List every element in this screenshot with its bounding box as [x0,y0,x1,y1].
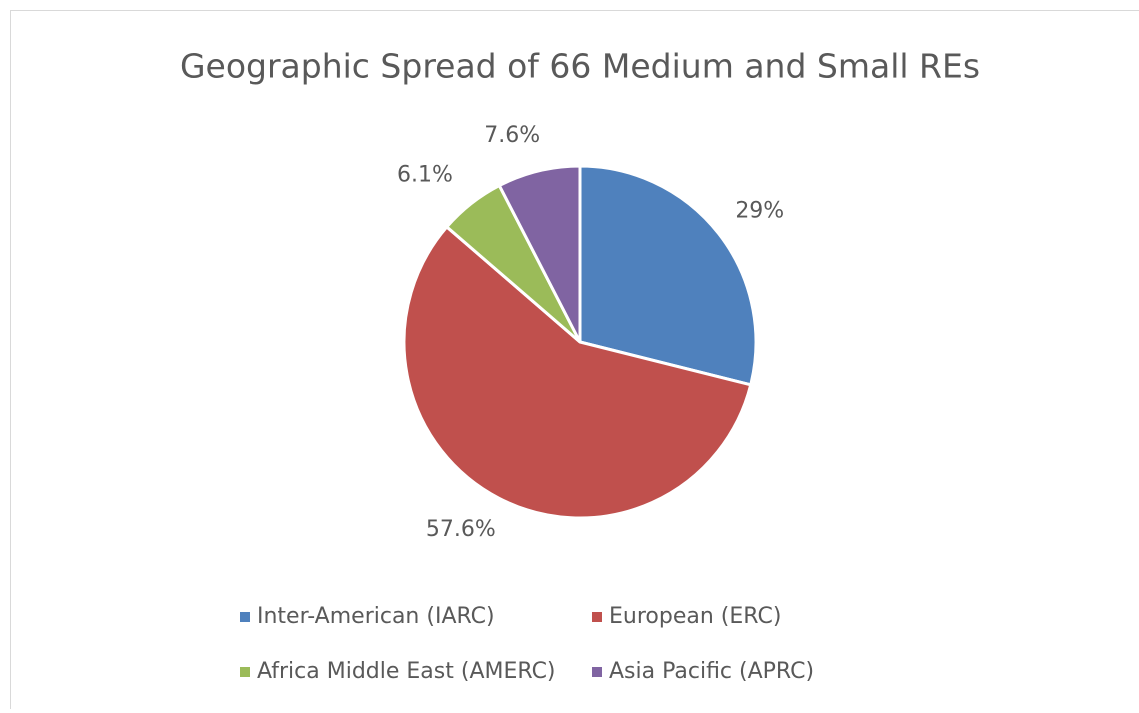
data-label: 57.6% [426,517,496,542]
chart-title: Geographic Spread of 66 Medium and Small… [180,47,980,86]
data-label: 6.1% [397,162,453,187]
legend-label: Inter-American (IARC) [257,604,495,629]
legend-label: European (ERC) [609,604,781,629]
legend-swatch [240,667,250,677]
legend-swatch [592,667,602,677]
legend-swatch [240,612,250,622]
data-label: 29% [735,199,784,224]
legend-swatch [592,612,602,622]
data-label: 7.6% [484,123,540,148]
legend-label: Asia Pacific (APRC) [609,659,814,684]
legend-label: Africa Middle East (AMERC) [257,659,556,684]
